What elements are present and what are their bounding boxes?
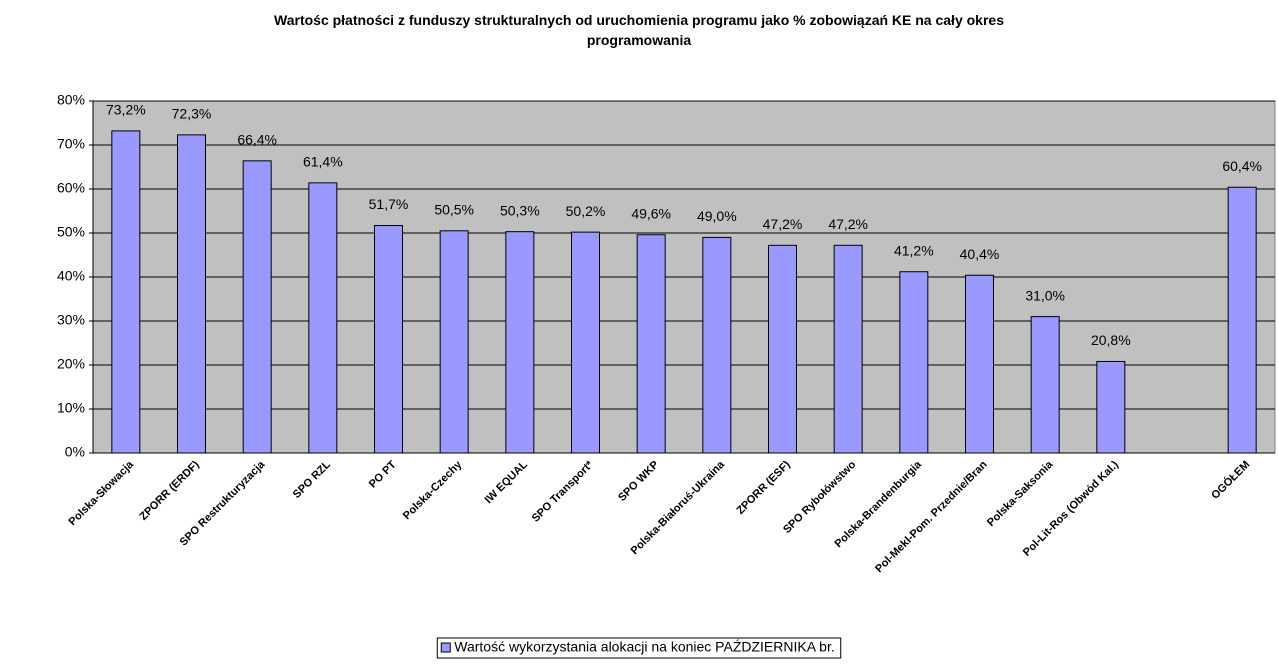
y-tick-label: 10% (57, 400, 85, 416)
bar (242, 160, 272, 454)
y-tick-label: 80% (57, 92, 85, 108)
legend-label: Wartość wykorzystania alokacji na koniec… (454, 639, 834, 655)
legend-swatch (440, 642, 451, 653)
x-tick-label: SPO RZL (291, 458, 333, 500)
bar (899, 271, 929, 454)
bar (571, 231, 600, 454)
x-tick-label: Pol-Mekl-Pom. Przednie/Bran (873, 458, 990, 575)
y-tick-label: 60% (57, 180, 85, 196)
y-tick-label: 0% (65, 444, 85, 460)
data-label: 50,3% (500, 202, 540, 218)
x-tick-label: PO PT (367, 458, 399, 490)
data-label: 47,2% (763, 216, 803, 232)
y-tick-label: 20% (57, 356, 85, 372)
data-label: 20,8% (1091, 332, 1131, 348)
data-label: 60,4% (1222, 158, 1262, 174)
bar (1227, 186, 1257, 454)
x-tick-label: SPO Rybołówstwo (781, 459, 858, 536)
data-label: 47,2% (828, 216, 868, 232)
x-tick-label: ZPORR (ESF) (734, 458, 792, 516)
data-label: 49,0% (697, 208, 737, 224)
bar (1030, 316, 1060, 454)
x-tick-label: SPO WKP (616, 459, 661, 504)
bar (833, 244, 863, 454)
data-label: 40,4% (960, 246, 1000, 262)
x-tick-label: Polska-Saksonia (985, 458, 1056, 529)
y-tick-label: 30% (57, 312, 85, 328)
x-tick-label: ZPORR (ERDF) (137, 458, 201, 522)
x-tick-label: SPO Transport* (530, 458, 596, 524)
y-tick-label: 70% (57, 136, 85, 152)
x-tick-label: IW EQUAL (483, 458, 531, 506)
bar (636, 234, 666, 454)
data-label: 51,7% (369, 196, 409, 212)
bar (111, 130, 141, 454)
bar (177, 134, 206, 454)
data-label: 72,3% (172, 106, 212, 122)
legend-box (436, 637, 842, 659)
data-label: 49,6% (631, 205, 671, 221)
bar (374, 225, 403, 454)
y-tick-label: 50% (57, 224, 85, 240)
bar (1096, 360, 1126, 454)
data-label: 41,2% (894, 242, 934, 258)
x-tick-label: OGÓŁEM (1209, 458, 1253, 502)
bar (505, 231, 535, 454)
data-label: 61,4% (303, 154, 343, 170)
x-tick-label: Polska-Czechy (401, 458, 465, 522)
bar (965, 274, 994, 454)
bar (768, 244, 797, 454)
y-tick-label: 40% (57, 268, 85, 284)
bar (702, 236, 732, 454)
bar (308, 182, 338, 454)
data-label: 73,2% (106, 102, 146, 118)
x-tick-label: Polska-Słowacja (67, 458, 137, 528)
chart-title: Wartośc płatności z funduszy strukturaln… (274, 12, 1004, 48)
bar (439, 230, 469, 454)
data-label: 31,0% (1025, 287, 1065, 303)
data-label: 50,5% (434, 202, 474, 218)
data-label: 66,4% (237, 132, 277, 148)
data-label: 50,2% (566, 203, 606, 219)
